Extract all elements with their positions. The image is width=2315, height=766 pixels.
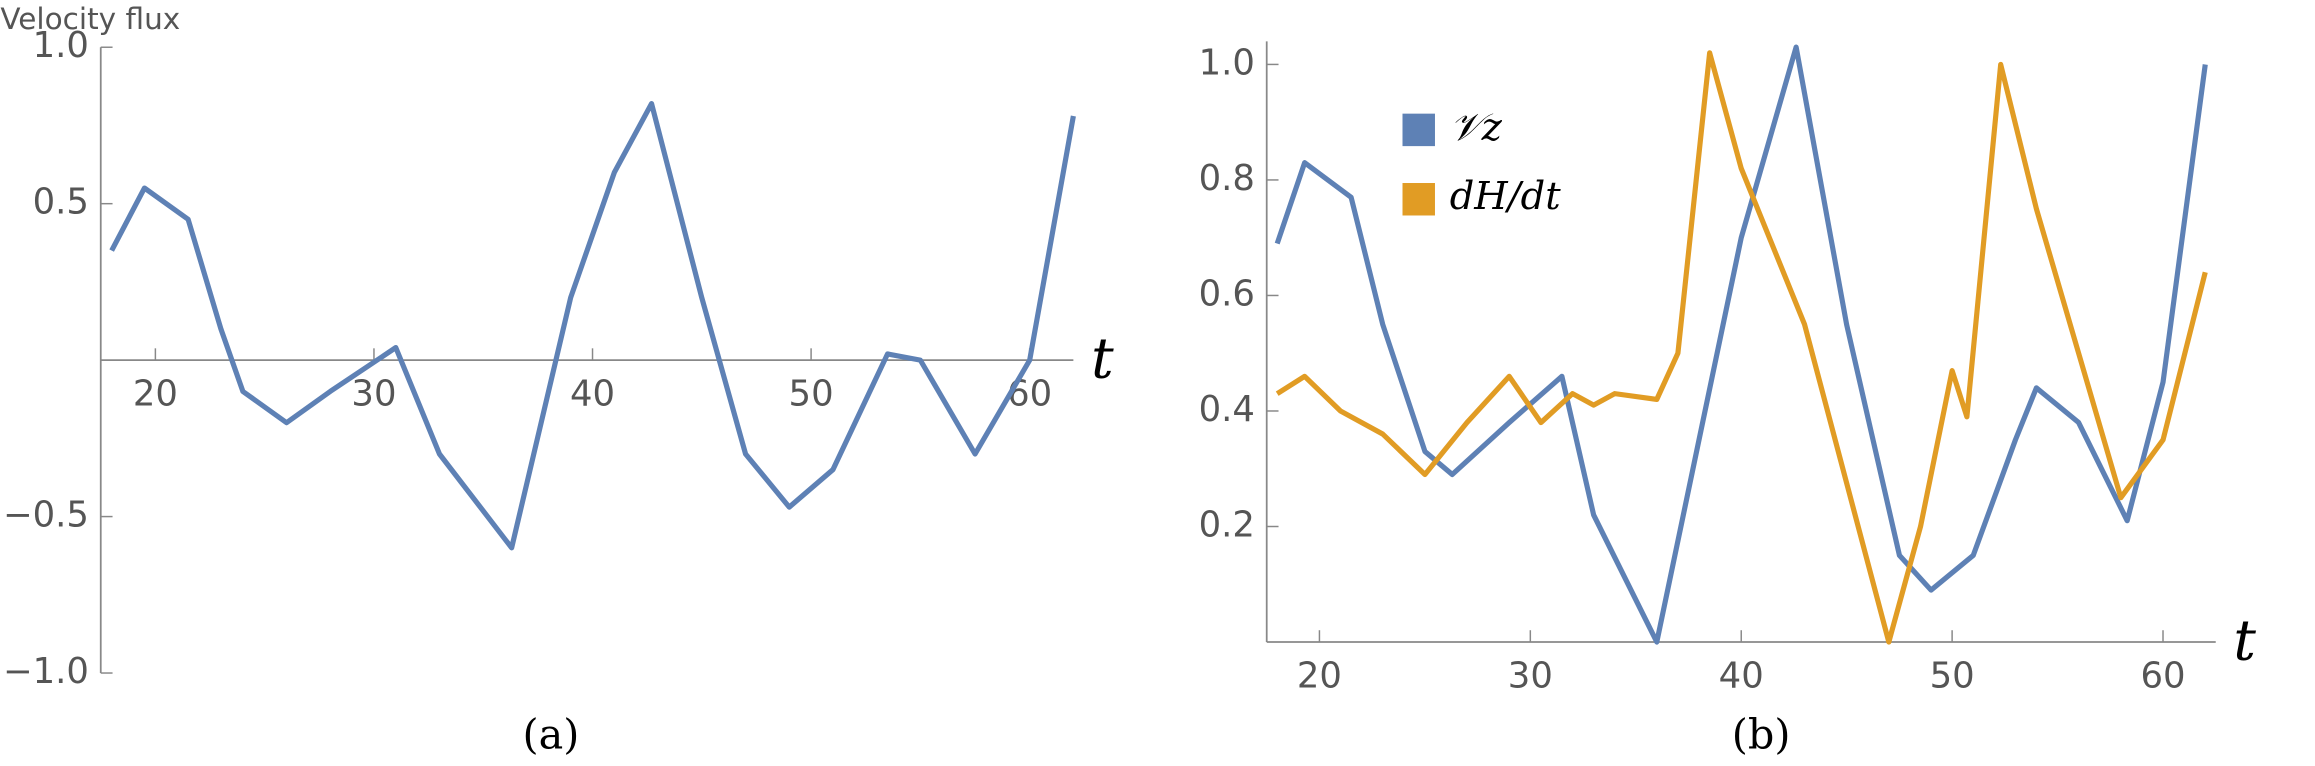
legend-swatch [1402,183,1435,216]
x-tick-label: 30 [1508,655,1553,696]
line [1274,44,2208,645]
y-tick-label: −1.0 [3,651,89,692]
y-tick-label: 0.8 [1199,158,1255,199]
y-tick-label: 0.5 [33,182,89,223]
x-tick-label: 40 [570,374,615,415]
legend-swatch [1402,113,1435,147]
panel-label: (a) [522,710,579,758]
x-tick-label: 20 [1297,655,1342,696]
line [1275,50,2208,645]
legend-label: 𝒱z [1450,105,1503,150]
x-tick-label: 60 [2140,655,2185,696]
line [109,101,1076,551]
x-tick-label: 50 [789,374,834,415]
x-tick-label: 50 [1930,655,1975,696]
x-axis-label: t [1091,327,1114,392]
panel-label: (b) [1732,710,1791,758]
y-tick-label: 1.0 [33,25,89,66]
y-tick-label: 0.6 [1199,273,1255,314]
y-tick-label: 0.4 [1199,389,1255,430]
x-tick-label: 40 [1719,655,1764,696]
x-tick-label: 20 [133,374,178,415]
y-tick-label: −0.5 [3,495,89,536]
y-tick-label: 0.2 [1199,505,1255,546]
y-tick-label: 1.0 [1199,42,1255,83]
y-axis-label: Velocity flux [0,2,180,36]
x-axis-label: t [2233,608,2256,673]
x-tick-label: 30 [351,374,396,415]
x-tick-label: 60 [1007,374,1052,415]
legend-label: dH/dt [1450,174,1561,219]
